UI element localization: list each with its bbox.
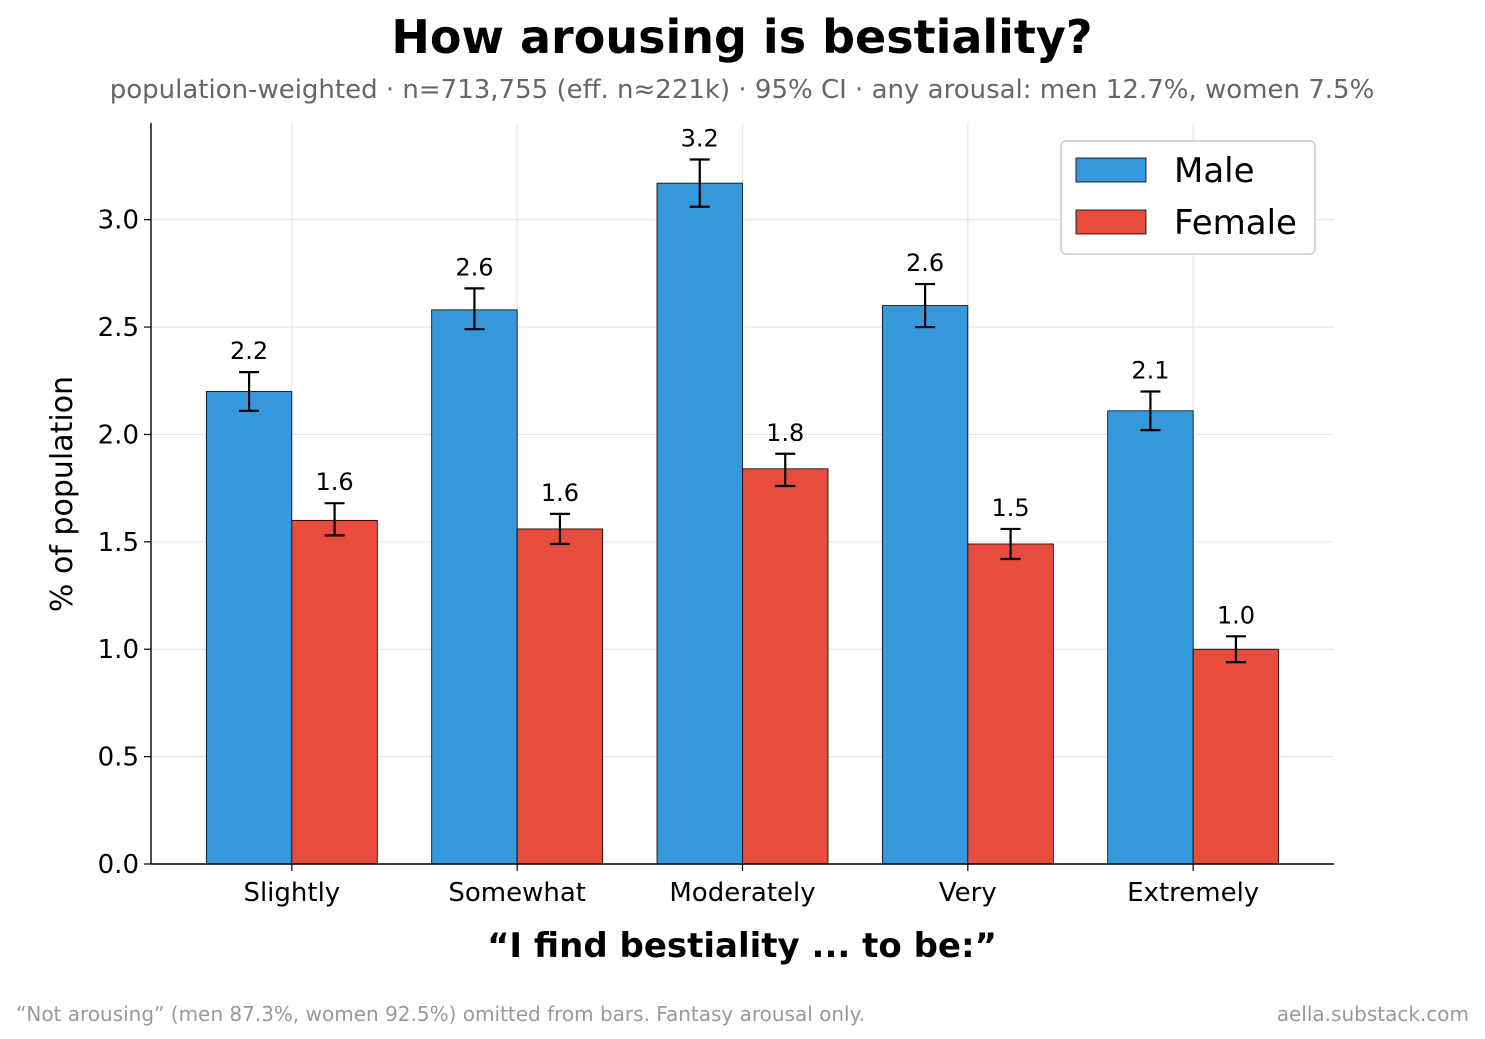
y-tick-label: 0.0 <box>98 850 139 880</box>
data-label-female: 1.6 <box>541 479 579 507</box>
data-labels: 2.2 2.6 3.2 2.6 2.1 1.6 1.6 1.8 1.5 1.0 <box>230 125 1255 630</box>
data-label-male: 2.1 <box>1131 356 1169 384</box>
data-label-female: 1.6 <box>315 468 353 496</box>
error-bars <box>239 158 1246 664</box>
bar-female <box>516 528 604 865</box>
legend-label-male: Male <box>1174 151 1255 191</box>
bar-female <box>1192 648 1280 865</box>
x-axis-label: “I find bestiality ... to be:” <box>487 926 997 966</box>
y-tick-label: 3.0 <box>98 206 139 236</box>
data-label-male: 2.2 <box>230 337 268 365</box>
footnote-left: “Not arousing” (men 87.3%, women 92.5%) … <box>16 1002 865 1026</box>
data-label-male: 2.6 <box>455 253 493 281</box>
footnote-right: aella.substack.com <box>1277 1002 1469 1026</box>
data-label-female: 1.0 <box>1217 601 1255 629</box>
data-label-male: 3.2 <box>681 125 719 153</box>
bar-male <box>205 391 293 865</box>
bar-female <box>967 543 1054 865</box>
x-tick-label: Moderately <box>669 878 815 908</box>
x-tick-label: Extremely <box>1127 878 1259 908</box>
chart-title: How arousing is bestiality? <box>391 10 1092 64</box>
legend-swatch-female <box>1075 209 1147 235</box>
data-label-female: 1.8 <box>766 419 804 447</box>
y-tick-labels: 0.0 0.5 1.0 1.5 2.0 2.5 3.0 <box>98 206 151 880</box>
bar-male <box>1107 410 1194 865</box>
bar-male <box>656 182 743 865</box>
data-label-female: 1.5 <box>991 494 1029 522</box>
legend-swatch-male <box>1075 157 1147 183</box>
bar-female <box>742 468 829 865</box>
bar-male <box>881 305 969 865</box>
legend: Male Female <box>1060 140 1316 255</box>
y-tick-label: 2.5 <box>98 313 139 343</box>
y-tick-label: 0.5 <box>98 743 139 773</box>
bars <box>205 182 1280 865</box>
y-tick-label: 1.5 <box>98 528 139 558</box>
chart-subtitle: population-weighted · n=713,755 (eff. n≈… <box>110 75 1375 105</box>
bar-male <box>431 309 518 865</box>
y-tick-label: 2.0 <box>98 420 139 450</box>
x-tick-label: Somewhat <box>448 878 586 908</box>
y-axis-label: % of population <box>45 376 80 612</box>
legend-label-female: Female <box>1174 203 1297 243</box>
data-label-male: 2.6 <box>906 249 944 277</box>
x-tick-label: Very <box>939 878 997 908</box>
x-tick-label: Slightly <box>243 878 340 908</box>
bar-female <box>291 519 378 865</box>
y-tick-label: 1.0 <box>98 635 139 665</box>
x-tick-labels: Slightly Somewhat Moderately Very Extremely <box>243 864 1259 908</box>
